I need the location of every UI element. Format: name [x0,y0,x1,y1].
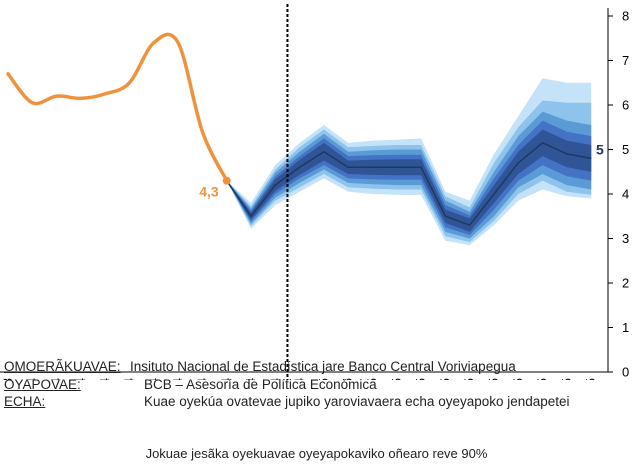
x-tick-label: abr-14 [98,378,112,380]
x-tick-label: abr-15 [390,378,404,380]
x-tick-label: jun-15 [438,378,452,380]
y-tick-label: 3 [622,231,629,246]
x-tick-label: jun-14 [147,378,161,380]
x-tick-label: may-15 [414,378,428,380]
x-axis: dic-13 ene-14 feb-14 mar-14 abr-14 may-14 jun-… [0,371,608,380]
x-tick-label: mar-14 [74,378,88,380]
source-value: Insituto Nacional de Estadística jare Ba… [130,359,516,374]
x-tick-label: dic-13 [1,378,15,380]
x-tick-label: ago-15 [487,378,501,380]
author-key: OYAPOVAE: [4,377,81,392]
x-tick-label: ene-14 [25,378,39,380]
y-axis: 0 1 2 3 4 5 6 7 8 [607,8,629,380]
source-key: OMOERÃKUAVAE: [4,359,121,374]
median-end-label: 5 [596,142,604,158]
x-tick-label: dic-14 [293,378,307,380]
x-tick-label: ene-15 [317,378,331,380]
x-tick-label: oct-14 [244,378,258,380]
author-note: OYAPOVAE: BCB – Asesoría de Política Eco… [4,376,633,394]
historical-line [6,32,229,183]
x-tick-label: ago-14 [195,378,209,380]
y-tick-label: 4 [622,187,629,202]
x-tick-label: feb-14 [50,378,64,380]
chart-labels: 4,35 [199,142,604,200]
x-tick-label: feb-15 [341,378,355,380]
fan-chart: 0 1 2 3 4 5 6 7 8 dic-13 ene-14 feb-14 mar-14 abr-14… [0,4,629,380]
x-tick-label: dic-15 [584,378,598,380]
last-value-label: 4,3 [199,184,219,200]
y-tick-label: 0 [622,365,629,380]
x-tick-label: oct-15 [536,378,550,380]
source-note: OMOERÃKUAVAE: Insituto Nacional de Estad… [4,358,633,376]
y-tick-label: 6 [622,98,629,113]
x-tick-label: nov-15 [560,378,574,380]
chart-notes: OMOERÃKUAVAE: Insituto Nacional de Estad… [4,358,633,410]
historical-series [6,32,231,185]
x-tick-label: jul-14 [171,378,185,380]
x-tick-label: sep-15 [511,378,525,380]
y-tick-label: 5 [622,142,629,157]
x-tick-label: sep-14 [220,378,234,380]
x-tick-label: jul-15 [463,378,477,380]
y-tick-label: 7 [622,53,629,68]
y-tick-label: 2 [622,276,629,291]
note-key: ECHA: [4,394,46,409]
forecast-bands [226,78,592,246]
chart-footer: Jokuae jesãka oyekuavae oyeyapokaviko oñ… [145,446,488,461]
author-value: BCB – Asesoría de Política Económica [144,377,377,392]
general-note: ECHA: Kuae oyekúa ovatevae jupiko yarovi… [4,394,633,410]
x-tick-label: may-14 [123,378,137,380]
x-tick-label: nov-14 [268,378,282,380]
last-value-point [222,176,231,185]
note-value: Kuae oyekúa ovatevae jupiko yaroviavaera… [144,394,570,409]
y-tick-label: 1 [622,320,629,335]
y-tick-label: 8 [622,9,629,24]
x-tick-label: mar-15 [366,378,380,380]
